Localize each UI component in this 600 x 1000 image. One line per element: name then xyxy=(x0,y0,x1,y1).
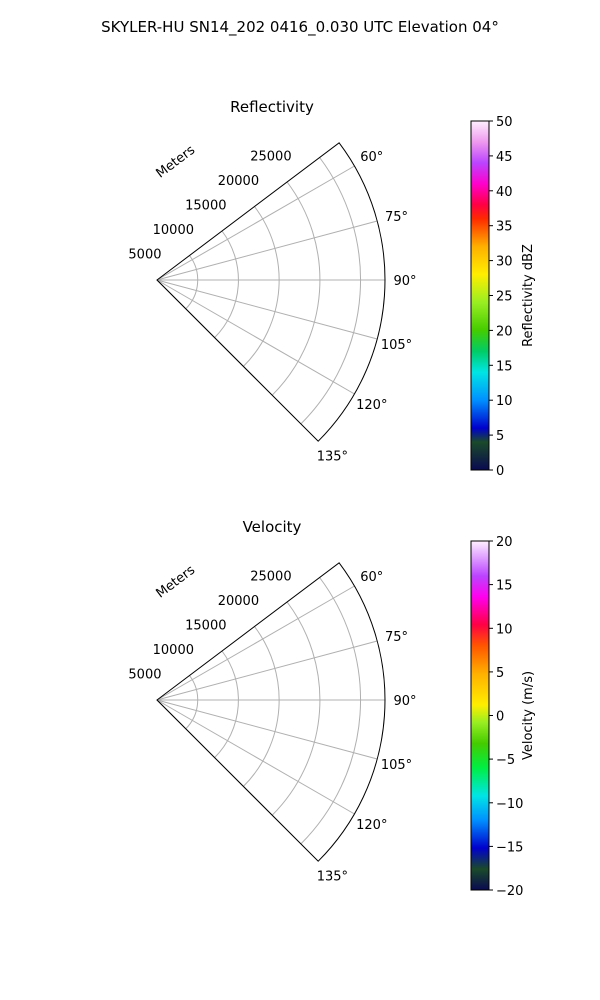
reflectivity-cell xyxy=(272,308,313,340)
range-ring xyxy=(185,675,199,730)
angle-tick-label: 90° xyxy=(393,274,416,289)
colorbar-gradient xyxy=(470,120,490,471)
radial-tick-label: 20000 xyxy=(218,594,259,609)
range-ring xyxy=(300,157,362,425)
velocity-field-base xyxy=(157,562,385,862)
reflectivity-cell xyxy=(210,261,259,294)
range-ring xyxy=(243,206,280,367)
radial-tick-label: 10000 xyxy=(153,223,194,238)
range-ring xyxy=(243,626,280,787)
colorbar-label: Velocity (m/s) xyxy=(521,671,536,760)
velocity-cell xyxy=(346,718,385,741)
angle-tick-label: 120° xyxy=(356,818,387,833)
range-ring xyxy=(214,230,239,338)
colorbar-tick-label: 40 xyxy=(496,185,513,200)
velocity-title: Velocity xyxy=(243,518,302,536)
velocity-cell xyxy=(239,728,272,751)
velocity-field xyxy=(157,562,385,862)
angle-spoke xyxy=(156,279,355,395)
radial-tick-label: 15000 xyxy=(185,199,226,214)
reflectivity-cell xyxy=(284,222,317,245)
angle-tick-label: 105° xyxy=(381,338,412,353)
colorbar-tick-label: 25 xyxy=(496,290,513,305)
reflectivity-cell xyxy=(307,287,356,310)
colorbar-tick-label: −5 xyxy=(496,753,515,768)
angle-spoke xyxy=(156,699,378,760)
reflectivity-title: Reflectivity xyxy=(230,98,314,116)
radial-tick-label: 5000 xyxy=(128,248,161,263)
reflectivity-cell xyxy=(250,219,283,252)
angle-tick-label: 75° xyxy=(385,630,408,645)
velocity-cell xyxy=(271,650,312,683)
reflectivity-cell xyxy=(241,313,282,336)
colorbar-tick-label: 5 xyxy=(496,666,504,681)
angle-spoke xyxy=(156,699,355,815)
reflectivity-field xyxy=(157,142,385,442)
colorbar-tick-label: 30 xyxy=(496,255,513,270)
reflectivity-field-near xyxy=(157,232,230,280)
reflectivity-colorbar: 0 5 10 15 20 25 30 35 40 45 50 Reflectivity dBZ xyxy=(470,115,536,479)
velocity-colorbar: −20 −15 −10 −5 0 5 10 15 20 Velocity (m/s) xyxy=(470,535,536,899)
colorbar-tick-label: 0 xyxy=(496,710,504,725)
colorbar-tick-label: 50 xyxy=(496,115,513,130)
angle-tick-label: 60° xyxy=(360,150,383,165)
angle-spoke xyxy=(156,220,378,281)
range-ring xyxy=(214,650,239,758)
colorbar-tick-label: 45 xyxy=(496,150,513,165)
colorbar-tick-label: 5 xyxy=(496,429,504,444)
angle-tick-label: 75° xyxy=(385,210,408,225)
angle-tick-label: 135° xyxy=(317,449,348,464)
range-ring xyxy=(185,255,199,310)
colorbar-tick-label: 20 xyxy=(496,324,513,339)
range-ring xyxy=(271,601,321,816)
colorbar-tick-label: 35 xyxy=(496,220,513,235)
angle-spoke xyxy=(156,585,355,701)
radial-tick-label: 15000 xyxy=(185,619,226,634)
colorbar-gradient xyxy=(470,540,490,891)
radial-tick-label: 25000 xyxy=(250,150,291,165)
reflectivity-cell xyxy=(350,299,385,321)
reflectivity-field-edge xyxy=(157,280,249,353)
colorbar-tick-label: −20 xyxy=(496,884,523,899)
angle-tick-label: 60° xyxy=(360,570,383,585)
angle-spoke xyxy=(156,165,355,281)
angle-tick-label: 105° xyxy=(381,758,412,773)
colorbar-tick-label: −10 xyxy=(496,797,523,812)
radial-axis-label: Meters xyxy=(154,563,199,602)
radial-axis-label: Meters xyxy=(154,143,199,182)
radial-tick-label: 10000 xyxy=(153,643,194,658)
angle-tick-label: 135° xyxy=(317,869,348,884)
colorbar-tick-label: −15 xyxy=(496,840,523,855)
reflectivity-cell xyxy=(265,290,298,313)
velocity-panel: Velocity 5000 10000 15000 20000 25000 Meters 60… xyxy=(128,518,536,899)
reflectivity-cell xyxy=(299,251,347,274)
colorbar-tick-label: 10 xyxy=(496,622,513,637)
suptitle: SKYLER-HU SN14_202 0416_0.030 UTC Elevat… xyxy=(101,18,499,37)
range-ring xyxy=(271,181,321,396)
colorbar-tick-label: 20 xyxy=(496,535,513,550)
angle-spoke xyxy=(156,640,378,701)
colorbar-tick-label: 15 xyxy=(496,579,513,594)
radial-tick-label: 25000 xyxy=(250,570,291,585)
reflectivity-frame xyxy=(156,142,386,442)
angle-spoke xyxy=(156,279,378,340)
velocity-cell xyxy=(208,706,249,729)
colorbar-tick-label: 15 xyxy=(496,359,513,374)
angle-tick-label: 90° xyxy=(393,694,416,709)
radial-tick-label: 5000 xyxy=(128,668,161,683)
reflectivity-panel: Reflectivity 5000 10000 15000 20000 25000 Mete… xyxy=(128,98,536,479)
radial-tick-label: 20000 xyxy=(218,174,259,189)
colorbar-tick-label: 10 xyxy=(496,394,513,409)
colorbar-tick-label: 0 xyxy=(496,464,504,479)
reflectivity-cell xyxy=(219,285,268,318)
angle-tick-label: 120° xyxy=(356,398,387,413)
velocity-frame xyxy=(156,562,386,862)
range-ring xyxy=(300,577,362,845)
colorbar-label: Reflectivity dBZ xyxy=(521,244,536,347)
